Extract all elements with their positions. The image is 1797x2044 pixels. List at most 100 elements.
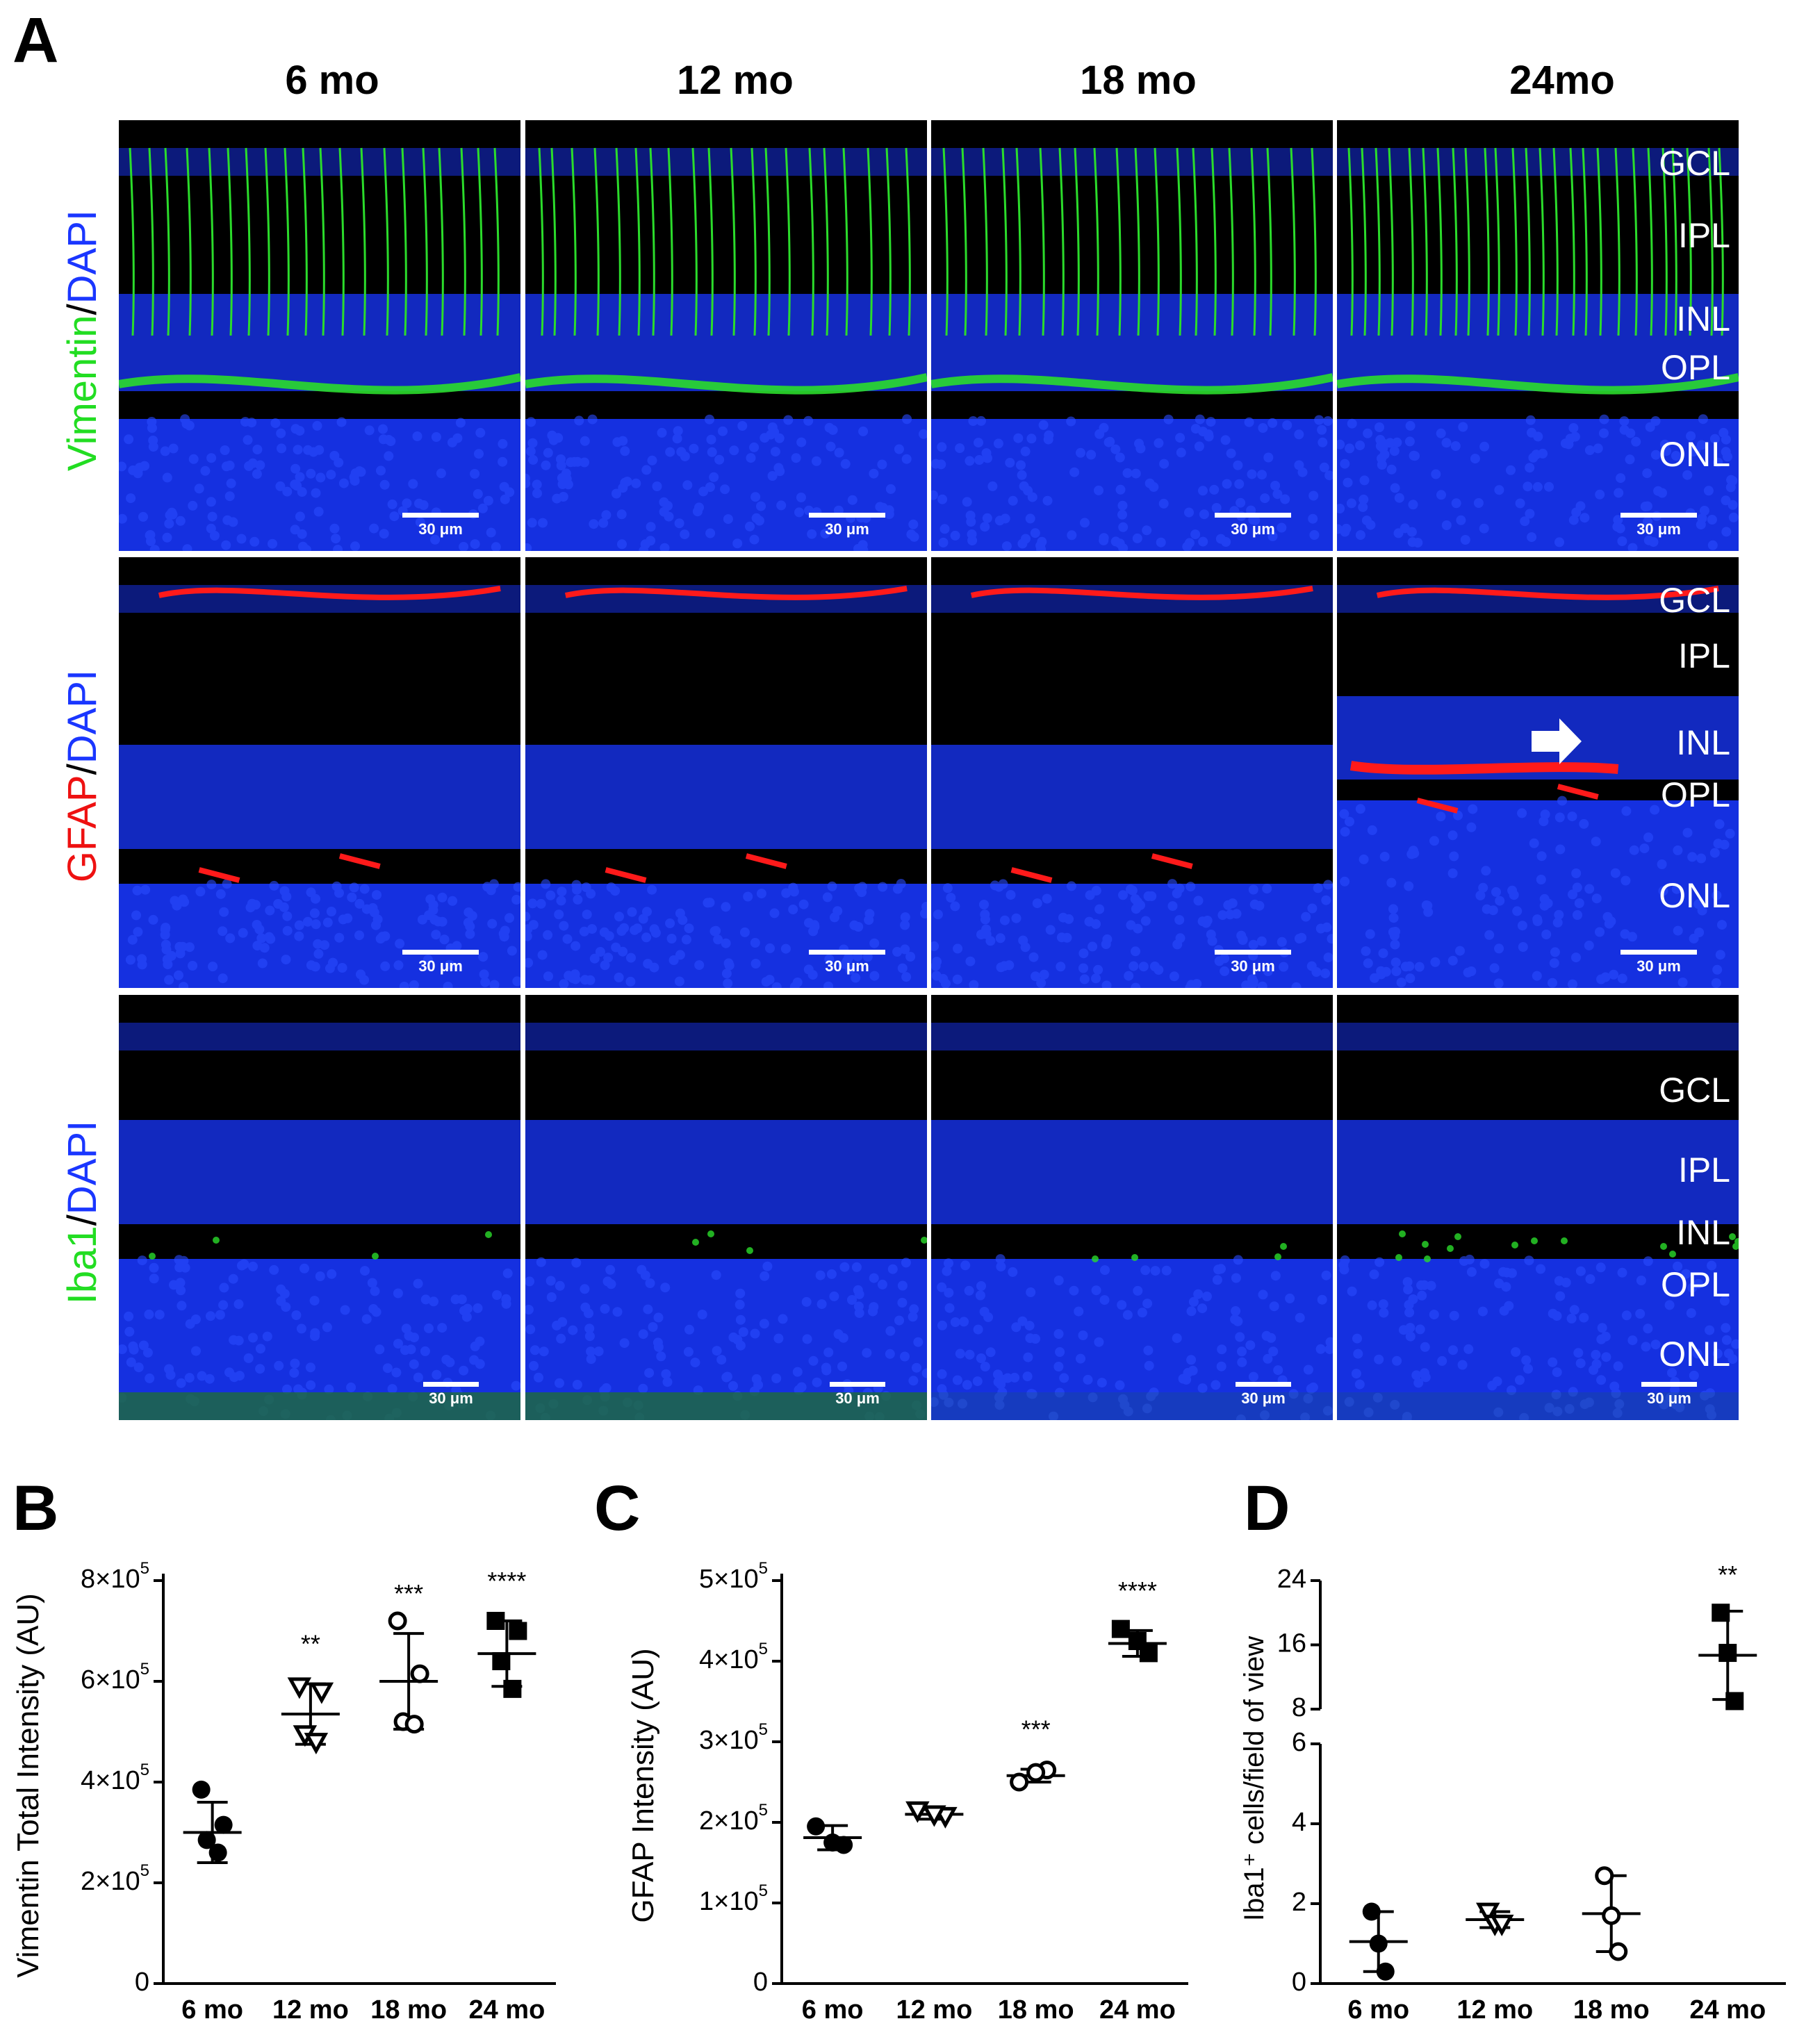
scale-bar-label: 30 μm (429, 1390, 473, 1407)
data-point (287, 1677, 312, 1699)
scale-bar-label: 30 μm (1241, 1390, 1286, 1407)
group-2 (1006, 1761, 1065, 1792)
x-tick-label: 6 mo (1347, 1995, 1409, 2025)
data-point (509, 1622, 527, 1640)
group-0 (183, 1780, 242, 1864)
gcl-band (931, 585, 1333, 613)
group-3 (477, 1612, 536, 1698)
y-tick-label: 8 (1292, 1693, 1306, 1722)
column-title-24mo: 24mo (1509, 58, 1615, 103)
scale-bar: 30 μm (1236, 1382, 1291, 1408)
iba1-cells (1395, 1230, 1739, 1262)
scale-bar-line (402, 950, 479, 955)
scale-bar: 30 μm (423, 1382, 479, 1408)
scale-bar: 30 μm (830, 1382, 885, 1408)
nuclei-texture (119, 414, 515, 551)
scale-bar-label: 30 μm (418, 520, 463, 538)
scale-bar-line (809, 513, 885, 518)
row-label-part: DAPI (60, 209, 105, 304)
data-point (192, 1780, 211, 1799)
gcl-band (525, 148, 927, 176)
data-point (1476, 1902, 1500, 1925)
row-label-part: DAPI (60, 1120, 105, 1215)
y-tick-label: 0 (753, 1968, 768, 1997)
data-point (1712, 1604, 1730, 1622)
micrograph-vim-1: 30 μm (525, 120, 927, 551)
gfap-processes (1349, 586, 1719, 814)
layer-label-ipl: IPL (1677, 216, 1730, 255)
data-point (905, 1801, 930, 1823)
scale-bar: 30 μm (402, 950, 479, 975)
autofluorescence-band (931, 1392, 1333, 1420)
y-tick-label: 4 (1292, 1808, 1306, 1837)
iba1-cells (1092, 1243, 1287, 1262)
x-tick-label: 18 mo (998, 1995, 1074, 2025)
scale-bar: 30 μm (402, 513, 479, 538)
y-axis-label: Iba1⁺ cells/field of view (1239, 1636, 1270, 1921)
data-point (208, 1843, 227, 1862)
scale-bar-label: 30 μm (1231, 520, 1275, 538)
group-2 (1582, 1866, 1641, 1961)
significance-label: **** (1118, 1576, 1157, 1605)
iba1-cells (692, 1230, 927, 1254)
inl-band (525, 745, 927, 849)
panel-label-b: B (13, 1473, 59, 1544)
row-label-part: / (60, 304, 105, 315)
scale-bar-line (1215, 513, 1291, 518)
panel-label-c: C (594, 1473, 641, 1544)
x-tick-label: 12 mo (1457, 1995, 1533, 2025)
scale-bar-label: 30 μm (825, 520, 869, 538)
data-point (1010, 1772, 1029, 1792)
iba1-cells (149, 1231, 492, 1260)
inl-band (931, 1120, 1333, 1224)
data-point (1369, 1934, 1388, 1953)
data-point (1128, 1632, 1147, 1650)
significance-label: **** (487, 1567, 526, 1595)
data-point (1490, 1914, 1514, 1936)
data-point (1376, 1962, 1395, 1981)
data-point (197, 1831, 216, 1849)
y-tick-label: 6 (1292, 1728, 1306, 1757)
y-tick-label: 6×105 (81, 1660, 149, 1695)
scale-bar-line (830, 1382, 885, 1387)
row-label-gfap-dapi: GFAP/DAPI (59, 554, 108, 998)
x-tick-label: 24 mo (468, 1995, 545, 2025)
row-label-part: / (60, 1214, 105, 1226)
layer-label-gcl: GCL (1659, 1071, 1730, 1110)
data-point (1595, 1866, 1614, 1886)
x-tick-label: 12 mo (272, 1995, 349, 2025)
significance-label: ** (1718, 1560, 1737, 1589)
nuclei-texture (525, 879, 927, 988)
group-3 (1108, 1619, 1167, 1663)
group-1 (905, 1801, 964, 1829)
gfap-processes (564, 586, 908, 883)
inl-band (119, 745, 520, 849)
x-tick-label: 24 mo (1689, 1995, 1766, 2025)
micrograph-iba-3: 30 μm (1337, 995, 1739, 1420)
micrograph-gfap-2: 30 μm (931, 557, 1333, 988)
scale-bar-label: 30 μm (1647, 1390, 1691, 1407)
gcl-band (525, 1023, 927, 1050)
x-tick-label: 24 mo (1099, 1995, 1176, 2025)
panel-label-a: A (13, 5, 59, 76)
scale-bar-label: 30 μm (825, 957, 869, 975)
micrograph-iba-1: 30 μm (525, 995, 927, 1420)
row-label-part: Vimentin (60, 315, 105, 472)
layer-label-gcl: GCL (1659, 144, 1730, 183)
scale-bar: 30 μm (1215, 950, 1291, 975)
scale-bar-line (1236, 1382, 1291, 1387)
scale-bar: 30 μm (1620, 950, 1697, 975)
gcl-band (525, 585, 927, 613)
data-point (1718, 1644, 1737, 1663)
autofluorescence-band (1337, 1392, 1739, 1420)
scale-bar-line (402, 513, 479, 518)
nuclei-texture (931, 414, 1333, 551)
group-1 (1466, 1902, 1525, 1936)
data-point (1725, 1692, 1744, 1711)
gfap-processes (970, 586, 1313, 883)
inl-band (1337, 1120, 1739, 1224)
y-tick-label: 0 (135, 1968, 149, 1997)
scale-bar-line (423, 1382, 479, 1387)
y-tick-label: 4×105 (81, 1761, 149, 1795)
scale-bar-line (1620, 513, 1697, 518)
